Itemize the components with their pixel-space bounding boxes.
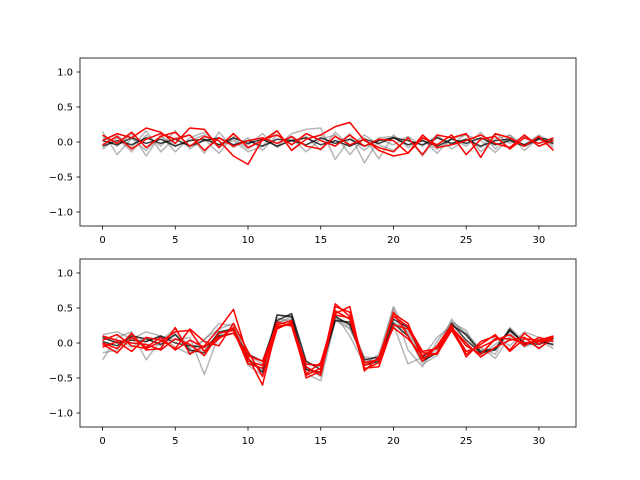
series-line-red [102,305,554,378]
series-line-red [102,314,554,367]
series-line-red [102,121,554,159]
x-tick-label: 15 [314,235,327,246]
y-tick-label: −1.0 [49,208,73,219]
x-tick-label: 10 [242,235,255,246]
y-tick-label: −1.0 [49,409,73,420]
x-tick-label: 20 [387,436,400,447]
series-group [101,303,554,386]
x-tick-label: 25 [460,436,473,447]
y-tick-label: 0.5 [57,103,73,114]
x-tick-label: 5 [172,235,178,246]
top-line-chart: 0 5 10 15 20 25 30 −1.0 −0.5 0.0 0.5 1.0 [49,57,577,246]
x-tick-label: 30 [533,235,546,246]
x-tick-label: 10 [242,436,255,447]
y-tick-label: 0.0 [57,339,73,350]
series-group [101,121,554,166]
x-tick-label: 0 [99,235,105,246]
series-line-red [102,310,554,376]
x-tick-label: 0 [99,436,105,447]
bottom-line-chart: 0 5 10 15 20 25 30 −1.0 −0.5 0.0 0.5 1.0 [49,258,577,447]
y-tick-label: −0.5 [49,173,73,184]
y-tick-label: 1.0 [57,269,73,280]
x-tick-label: 20 [387,235,400,246]
x-tick-label: 30 [533,436,546,447]
series-line-red [102,132,554,157]
y-tick-label: 0.5 [57,304,73,315]
y-tick-label: 0.0 [57,138,73,149]
x-tick-label: 15 [314,436,327,447]
y-tick-label: 1.0 [57,68,73,79]
x-tick-label: 25 [460,235,473,246]
y-tick-label: −0.5 [49,374,73,385]
x-tick-label: 5 [172,436,178,447]
